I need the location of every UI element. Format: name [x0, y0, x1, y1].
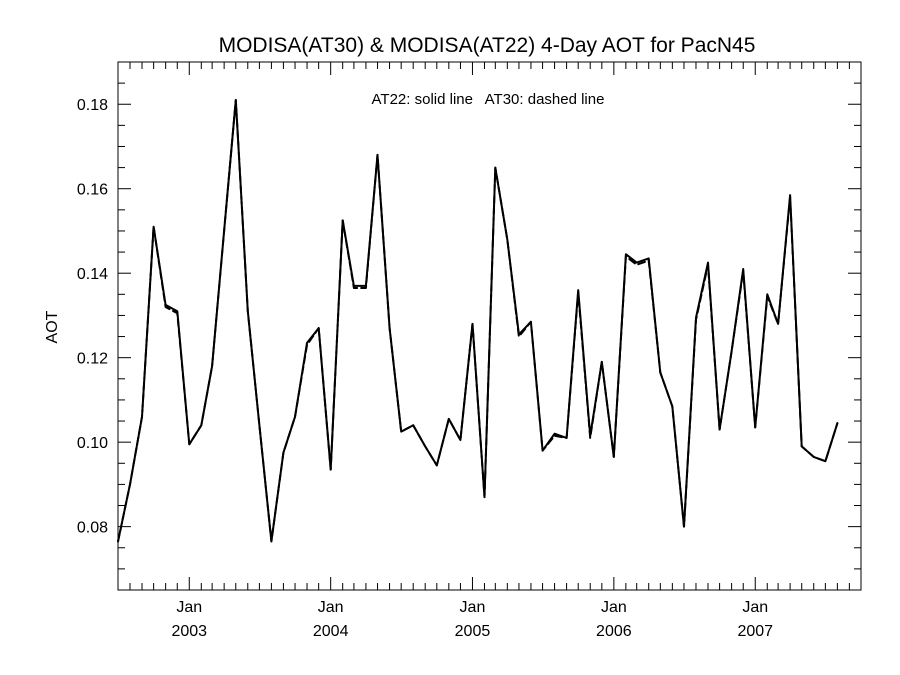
y-axis-label: AOT [44, 310, 61, 343]
chart-title: MODISA(AT30) & MODISA(AT22) 4-Day AOT fo… [219, 34, 756, 57]
tick-label-layer: 0.08 0.10 0.12 0.14 0.16 0.18 Jan 2003 Jan 2004 Ja… [77, 97, 773, 640]
x-tick-year-label: 2003 [171, 623, 207, 640]
x-tick-year-label: 2004 [313, 623, 349, 640]
y-tick-label: 0.12 [77, 351, 108, 368]
axis-layer [117, 61, 862, 591]
series-line-at30 [117, 99, 839, 543]
x-tick-month-label: Jan [318, 599, 344, 616]
y-tick-label: 0.18 [77, 97, 108, 114]
plot-frame [117, 61, 862, 591]
series-line-at22 [117, 99, 839, 543]
x-tick-year-label: 2005 [455, 623, 491, 640]
y-tick-label: 0.14 [77, 266, 108, 283]
y-tick-label: 0.10 [77, 435, 108, 452]
x-tick-month-label: Jan [176, 599, 202, 616]
y-tick-label: 0.08 [77, 520, 108, 537]
series-legend-annotation: AT22: solid line AT30: dashed line [372, 91, 605, 108]
x-tick-year-label: 2006 [596, 623, 632, 640]
x-tick-month-label: Jan [460, 599, 486, 616]
y-tick-label: 0.16 [77, 182, 108, 199]
series-layer [117, 99, 839, 543]
x-tick-month-label: Jan [742, 599, 768, 616]
x-tick-month-label: Jan [601, 599, 627, 616]
x-tick-year-label: 2007 [737, 623, 773, 640]
